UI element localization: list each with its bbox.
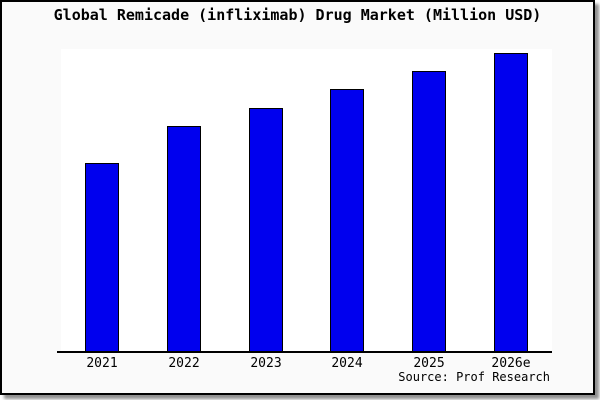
x-tick-label-2021: 2021 bbox=[86, 356, 118, 371]
bar-2021 bbox=[85, 163, 119, 352]
bar-2025 bbox=[412, 71, 446, 352]
x-tick-label-2022: 2022 bbox=[168, 356, 200, 371]
x-tick-label-2023: 2023 bbox=[250, 356, 282, 371]
x-tick-label-2024: 2024 bbox=[331, 356, 363, 371]
x-axis-labels: 2021 2022 2023 2024 2025 2026e bbox=[61, 356, 552, 372]
bar-2026e bbox=[494, 53, 528, 352]
bar-2024 bbox=[330, 89, 364, 352]
x-tick-label-2026e: 2026e bbox=[491, 356, 531, 371]
plot-area bbox=[61, 49, 552, 352]
bar-2023 bbox=[249, 108, 283, 352]
bar-2022 bbox=[167, 126, 201, 352]
x-axis-line bbox=[57, 351, 552, 353]
chart-title: Global Remicade (infliximab) Drug Market… bbox=[53, 6, 542, 24]
source-label: Source: Prof Research bbox=[398, 370, 550, 384]
chart-frame: Global Remicade (infliximab) Drug Market… bbox=[0, 0, 595, 395]
x-tick-label-2025: 2025 bbox=[413, 356, 445, 371]
